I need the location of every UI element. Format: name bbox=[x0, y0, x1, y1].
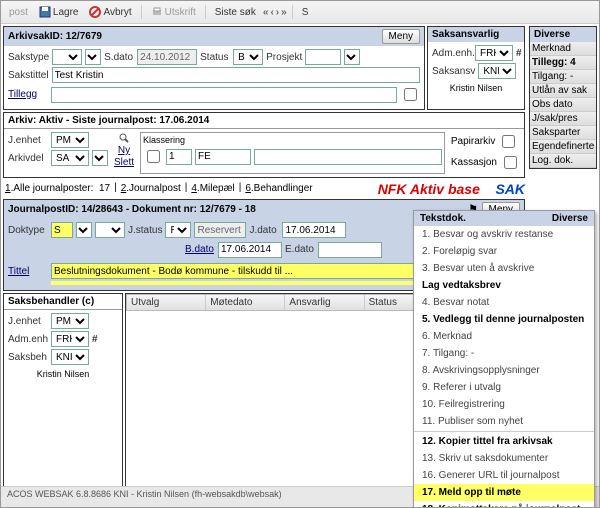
saksansv-navn: Kristin Nilsen bbox=[432, 81, 520, 93]
saksbehandler-panel: Saksbehandler (c) J.enhetPM Adm.enhFRK# … bbox=[3, 293, 123, 506]
arkivdel-select[interactable]: SA bbox=[51, 150, 89, 166]
menu-item[interactable]: 18. Kopimottakere på journalpost bbox=[414, 501, 594, 508]
menu-item[interactable]: Lag vedtaksbrev bbox=[414, 277, 594, 294]
tillegg-link[interactable]: Tillegg bbox=[8, 89, 48, 100]
prosjekt-input[interactable] bbox=[305, 49, 341, 65]
diverse-panel: Diverse MerknadTillegg: 4Tilgang: -Utlån… bbox=[529, 26, 597, 169]
diverse-item[interactable]: Merknad bbox=[530, 42, 596, 56]
slett-link[interactable]: Slett bbox=[114, 157, 134, 168]
saksansvarlig-panel: Saksansvarlig Adm.enh.FRK# SaksansvKNI K… bbox=[427, 26, 525, 110]
ny-link[interactable]: Ny bbox=[118, 145, 130, 156]
nav-arrows[interactable]: «‹›» bbox=[263, 7, 287, 18]
diverse-item[interactable]: J/sak/pres bbox=[530, 112, 596, 126]
menu-item[interactable]: 17. Meld opp til møte bbox=[414, 484, 594, 501]
arkivsak-panel: ArkivsakID: 12/7679Meny Sakstype S.dato … bbox=[3, 26, 425, 110]
save-icon bbox=[39, 6, 51, 18]
saksansv-select[interactable]: KNI bbox=[478, 63, 516, 79]
meny-button[interactable]: Meny bbox=[382, 29, 420, 44]
tab-2[interactable]: 2.Journalpost bbox=[119, 182, 183, 195]
diverse-item[interactable]: Obs dato bbox=[530, 98, 596, 112]
status-select[interactable]: B bbox=[233, 49, 263, 65]
menu-item[interactable]: 12. Kopier tittel fra arkivsak bbox=[414, 433, 594, 450]
col-utvalg[interactable]: Utvalg bbox=[127, 295, 206, 310]
print-icon bbox=[151, 6, 163, 18]
tab-4[interactable]: 6.Behandlinger bbox=[243, 182, 314, 195]
toolbar: post Lagre Avbryt Utskrift Siste søk «‹›… bbox=[1, 1, 599, 24]
menu-item[interactable]: 13. Skriv ut saksdokumenter bbox=[414, 450, 594, 467]
menu-item[interactable]: 7. Tilgang: - bbox=[414, 345, 594, 362]
col-ansvarlig[interactable]: Ansvarlig bbox=[285, 295, 364, 310]
diverse-item[interactable]: Egendefinerte bbox=[530, 140, 596, 154]
edato-input[interactable] bbox=[318, 242, 382, 258]
sakstype-select[interactable] bbox=[52, 49, 82, 65]
tabs: 1.Alle journalposter: 17| 2.Journalpost|… bbox=[3, 180, 315, 197]
tillegg-input[interactable] bbox=[51, 87, 397, 103]
tb-s[interactable]: S bbox=[298, 6, 313, 19]
jdato-input[interactable] bbox=[282, 222, 346, 238]
menu-item[interactable]: 16. Generer URL til journalpost bbox=[414, 467, 594, 484]
tb-lagre[interactable]: Lagre bbox=[35, 5, 83, 19]
tb-siste[interactable]: Siste søk bbox=[211, 6, 260, 19]
menu-item[interactable]: 4. Besvar notat bbox=[414, 294, 594, 311]
menu-item[interactable]: 11. Publiser som nyhet bbox=[414, 413, 594, 430]
jenhet-select[interactable]: PM bbox=[51, 132, 89, 148]
sdato-input[interactable] bbox=[137, 49, 197, 65]
tab-1[interactable]: 1.Alle journalposter: 17 bbox=[3, 182, 112, 195]
diverse-item[interactable]: Saksparter bbox=[530, 126, 596, 140]
menu-item[interactable]: 6. Merknad bbox=[414, 328, 594, 345]
menu-item[interactable]: 3. Besvar uten å avskrive bbox=[414, 260, 594, 277]
menu-item[interactable]: 8. Avskrivingsopplysninger bbox=[414, 362, 594, 379]
arkiv-panel: Arkiv: Aktiv - Siste journalpost: 17.06.… bbox=[3, 112, 525, 178]
arkivsak-header: ArkivsakID: 12/7679 bbox=[8, 31, 102, 42]
col-motedato[interactable]: Møtedato bbox=[206, 295, 285, 310]
tittel-link[interactable]: Tittel bbox=[8, 266, 48, 277]
menu-item[interactable]: 2. Foreløpig svar bbox=[414, 243, 594, 260]
cancel-icon bbox=[89, 6, 101, 18]
tab-3[interactable]: 4.Milepæl bbox=[189, 182, 236, 195]
tb-post[interactable]: post bbox=[5, 6, 32, 19]
doktype-input[interactable] bbox=[51, 222, 73, 238]
diverse-item[interactable]: Log. dok. bbox=[530, 154, 596, 168]
tb-utskrift[interactable]: Utskrift bbox=[147, 5, 200, 19]
tillegg-check[interactable] bbox=[404, 88, 417, 101]
bdato-input[interactable] bbox=[218, 242, 282, 258]
tb-avbryt[interactable]: Avbryt bbox=[85, 5, 135, 19]
adm-select[interactable]: FRK bbox=[475, 45, 513, 61]
menu-item[interactable]: 5. Vedlegg til denne journalposten bbox=[414, 311, 594, 328]
context-menu: Tekstdok.Diverse 1. Besvar og avskriv re… bbox=[413, 210, 595, 508]
search-icon[interactable] bbox=[118, 132, 130, 144]
diverse-item[interactable]: Tillegg: 4 bbox=[530, 56, 596, 70]
diverse-item[interactable]: Tilgang: - bbox=[530, 70, 596, 84]
diverse-item[interactable]: Utlån av sak bbox=[530, 84, 596, 98]
brand: NFK Aktiv base SAK bbox=[378, 181, 525, 197]
sakstittel-input[interactable] bbox=[52, 67, 420, 83]
menu-item[interactable]: 1. Besvar og avskriv restanse bbox=[414, 226, 594, 243]
sakstype2-select[interactable] bbox=[85, 49, 101, 65]
jstatus-select[interactable]: R bbox=[165, 222, 191, 238]
menu-item[interactable]: 10. Feilregistrering bbox=[414, 396, 594, 413]
menu-item[interactable]: 9. Referer i utvalg bbox=[414, 379, 594, 396]
